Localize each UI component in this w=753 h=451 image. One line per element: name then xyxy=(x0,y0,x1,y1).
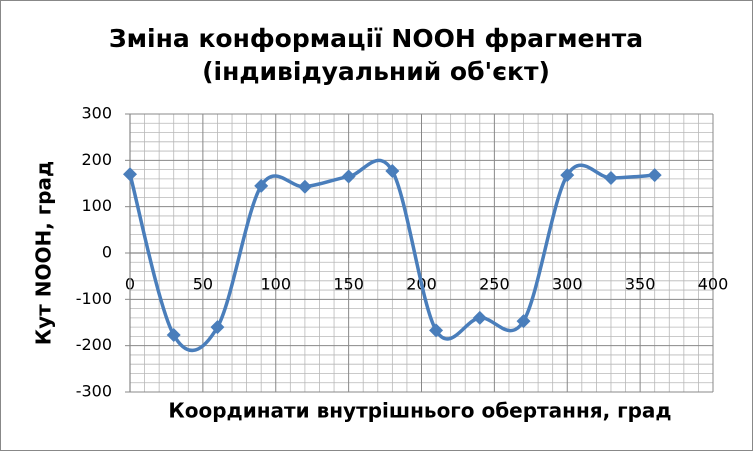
x-tick-label: 150 xyxy=(333,275,364,294)
marker xyxy=(429,323,444,338)
x-tick-label: 350 xyxy=(625,275,656,294)
y-tick-label: 0 xyxy=(102,243,112,262)
chart-title: Зміна конформації NOOH фрагмента xyxy=(109,24,643,53)
marker xyxy=(166,328,181,343)
marker xyxy=(385,163,400,178)
marker xyxy=(603,170,618,185)
y-tick-label: 100 xyxy=(81,196,112,215)
marker xyxy=(341,169,356,184)
x-tick-label: 250 xyxy=(479,275,510,294)
chart-title: (індивідуальний об'єкт) xyxy=(202,57,550,86)
y-tick-label: 200 xyxy=(81,150,112,169)
marker xyxy=(254,178,269,193)
x-tick-label: 300 xyxy=(552,275,583,294)
marker xyxy=(647,168,662,183)
y-tick-label: 300 xyxy=(81,104,112,123)
marker xyxy=(210,320,225,335)
marker xyxy=(516,314,531,329)
y-tick-label: -100 xyxy=(76,289,112,308)
x-tick-label: 400 xyxy=(698,275,729,294)
marker xyxy=(297,179,312,194)
marker xyxy=(560,168,575,183)
y-axis-title: Кут NOOH, град xyxy=(32,161,56,345)
marker xyxy=(123,167,137,182)
x-tick-label: 100 xyxy=(260,275,291,294)
x-tick-label: 50 xyxy=(193,275,213,294)
marker xyxy=(472,310,487,325)
x-axis-title: Координати внутрішнього обертання, град xyxy=(168,399,671,423)
y-tick-label: -300 xyxy=(76,382,112,401)
y-tick-label: -200 xyxy=(76,335,112,354)
